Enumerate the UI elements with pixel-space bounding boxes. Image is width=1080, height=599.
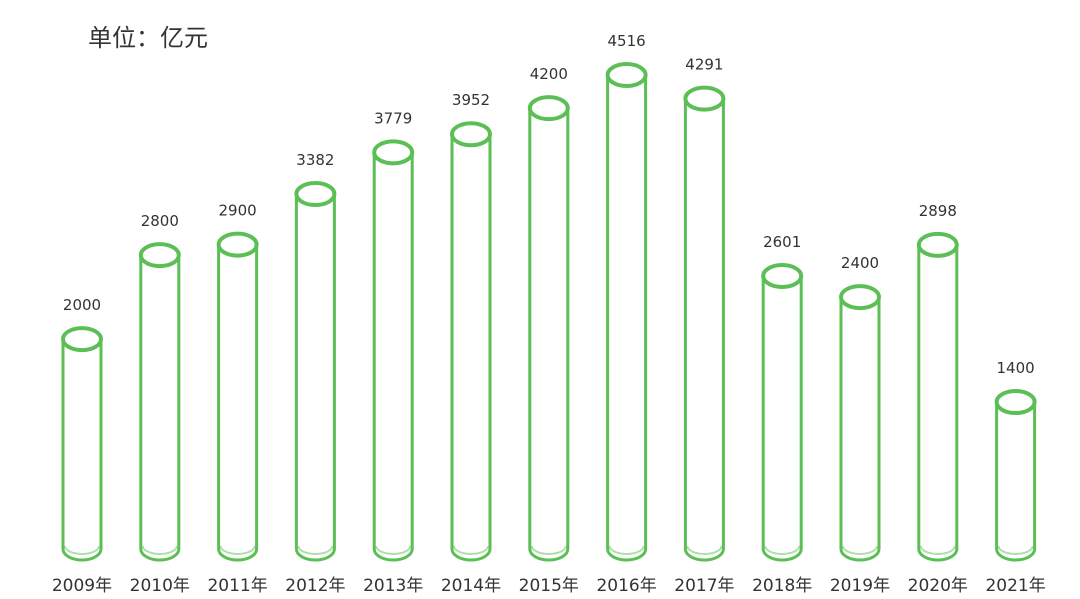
bar-bottom-highlight [997, 545, 1034, 555]
bar: 3382 2012年 [285, 151, 345, 596]
x-tick-label: 2012年 [285, 576, 345, 596]
data-label: 4200 [530, 65, 568, 83]
data-label: 2800 [141, 212, 179, 230]
bar-bottom-highlight [686, 545, 723, 555]
unit-label: 单位：亿元 [88, 24, 208, 52]
bar-bottom-highlight [608, 545, 645, 555]
bar: 2900 2011年 [207, 202, 267, 596]
bar-top [605, 62, 648, 88]
bar-body [528, 108, 570, 562]
x-tick-label: 2013年 [363, 576, 423, 596]
x-tick-label: 2018年 [752, 576, 812, 596]
bar-bottom-highlight [219, 545, 256, 555]
bar: 3952 2014年 [441, 91, 501, 596]
data-label: 1400 [997, 359, 1035, 377]
data-label: 3952 [452, 91, 490, 109]
x-tick-label: 2015年 [519, 576, 579, 596]
bar-bottom-highlight [530, 545, 567, 555]
bar-top [138, 242, 181, 269]
bar-top [216, 231, 259, 258]
data-label: 3779 [374, 109, 412, 127]
bar-body [606, 75, 648, 562]
x-tick-label: 2014年 [441, 576, 501, 596]
bars-group: 2000 2009年 2800 2010年 2900 2011年 3382 2012年 3779… [52, 32, 1046, 596]
bar-top [761, 262, 804, 289]
bar-bottom-highlight [764, 545, 801, 555]
x-tick-label: 2019年 [830, 576, 890, 596]
bar-body [450, 134, 492, 562]
x-tick-label: 2009年 [52, 576, 112, 596]
bar: 2800 2010年 [130, 212, 190, 596]
bar: 3779 2013年 [363, 109, 423, 596]
bar: 2601 2018年 [752, 233, 812, 596]
bar-top [994, 389, 1037, 416]
bar-body [217, 244, 259, 562]
bar: 1400 2021年 [985, 359, 1045, 596]
bar-body [917, 244, 959, 562]
x-tick-label: 2016年 [596, 576, 656, 596]
bar-body [61, 339, 103, 562]
x-tick-label: 2021年 [985, 576, 1045, 596]
data-label: 2601 [763, 233, 801, 251]
bar-body [294, 194, 336, 562]
data-label: 4291 [685, 56, 723, 74]
bar-bottom-highlight [453, 545, 489, 555]
x-tick-label: 2017年 [674, 576, 734, 596]
data-label: 2898 [919, 202, 957, 220]
x-tick-label: 2020年 [908, 576, 968, 596]
bar-top [839, 284, 881, 311]
bar-bottom-highlight [842, 545, 878, 555]
bar-bottom-highlight [375, 545, 412, 555]
bar: 2400 2019年 [830, 254, 890, 596]
data-label: 2900 [219, 202, 257, 220]
bar-top [294, 181, 337, 208]
bar-body [995, 402, 1037, 562]
bar-top [372, 139, 415, 166]
bar: 4291 2017年 [674, 56, 734, 596]
bar-body [683, 98, 725, 562]
bar: 4516 2016年 [596, 32, 656, 596]
bar-bottom-highlight [141, 545, 178, 555]
data-label: 4516 [608, 32, 646, 50]
x-tick-label: 2010年 [130, 576, 190, 596]
bar-bottom-highlight [64, 545, 100, 555]
bar-body [839, 297, 881, 562]
bar-bottom-highlight [297, 545, 334, 555]
x-tick-label: 2011年 [207, 576, 267, 596]
bar-top [683, 85, 726, 112]
data-label: 2400 [841, 254, 879, 272]
bar-body [761, 275, 803, 562]
data-label: 2000 [63, 296, 101, 314]
bar: 2000 2009年 [52, 296, 112, 596]
bar-body [139, 255, 181, 562]
bar-top [61, 326, 103, 353]
bar-body [372, 152, 414, 562]
bar-top [527, 95, 570, 122]
bar: 2898 2020年 [908, 202, 968, 596]
bar-top [450, 121, 492, 148]
data-label: 3382 [296, 151, 334, 169]
bar-bottom-highlight [919, 545, 956, 555]
bar-top [916, 231, 959, 258]
bar: 4200 2015年 [519, 65, 579, 596]
